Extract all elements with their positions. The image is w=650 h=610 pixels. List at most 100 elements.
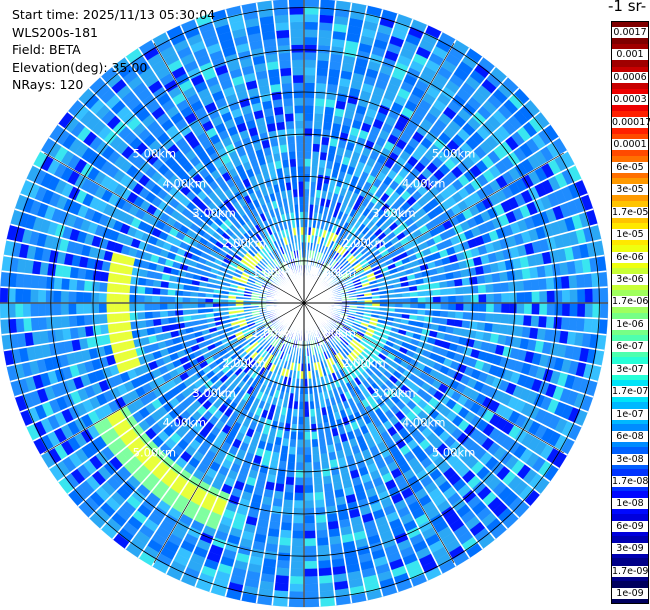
range-gate-cell bbox=[485, 302, 495, 314]
range-gate-cell bbox=[598, 271, 608, 288]
range-gate-cell bbox=[83, 302, 92, 315]
range-gate-cell bbox=[315, 67, 329, 77]
range-gate-cell bbox=[121, 283, 131, 295]
range-gate-cell bbox=[303, 583, 320, 592]
range-gate-cell bbox=[15, 272, 25, 289]
range-gate-cell bbox=[530, 278, 540, 292]
range-gate-cell bbox=[292, 515, 305, 524]
range-gate-cell bbox=[477, 311, 487, 323]
range-gate-cell bbox=[274, 22, 290, 32]
range-gate-cell bbox=[288, 14, 305, 23]
range-ring-label: 3.00km bbox=[192, 386, 235, 400]
range-gate-cell bbox=[106, 282, 116, 294]
range-gate-cell bbox=[291, 67, 305, 76]
range-gate-cell bbox=[0, 302, 9, 320]
range-gate-cell bbox=[284, 120, 296, 130]
range-gate-cell bbox=[313, 113, 325, 122]
range-ring-label: 4.00km bbox=[402, 176, 445, 190]
range-gate-cell bbox=[303, 530, 317, 539]
range-gate-cell bbox=[539, 302, 548, 316]
range-gate-cell bbox=[531, 290, 540, 304]
range-gate-cell bbox=[283, 113, 295, 122]
range-gate-cell bbox=[303, 538, 317, 547]
range-gate-cell bbox=[303, 576, 319, 585]
range-gate-cell bbox=[318, 14, 335, 24]
range-gate-cell bbox=[37, 302, 47, 318]
range-gate-cell bbox=[317, 29, 333, 39]
range-gate-cell bbox=[30, 316, 40, 332]
range-gate-cell bbox=[313, 105, 325, 115]
range-gate-cell bbox=[279, 67, 293, 77]
range-gate-cell bbox=[455, 294, 464, 304]
range-gate-cell bbox=[312, 120, 324, 130]
range-gate-cell bbox=[303, 150, 313, 159]
range-gate-cell bbox=[303, 0, 321, 8]
range-ring-label: 5.00km bbox=[432, 446, 475, 460]
range-gate-cell bbox=[477, 283, 487, 295]
range-gate-cell bbox=[295, 150, 305, 159]
range-gate-cell bbox=[316, 552, 332, 562]
range-gate-cell bbox=[114, 282, 123, 294]
range-gate-cell bbox=[539, 290, 548, 304]
range-gate-cell bbox=[30, 274, 40, 290]
range-gate-cell bbox=[545, 315, 555, 330]
plot-info: Start time: 2025/11/13 05:30:04 WLS200s-… bbox=[12, 6, 215, 94]
range-ring-label: 4.00km bbox=[163, 176, 206, 190]
range-gate-cell bbox=[287, 0, 305, 8]
range-gate-cell bbox=[493, 292, 502, 304]
range-gate-cell bbox=[98, 302, 107, 314]
range-gate-cell bbox=[531, 302, 540, 316]
range-ring-label: 3.00km bbox=[372, 386, 415, 400]
range-gate-cell bbox=[38, 316, 48, 331]
range-gate-cell bbox=[45, 315, 55, 331]
range-gate-cell bbox=[319, 597, 336, 607]
range-gate-cell bbox=[121, 293, 130, 304]
range-gate-cell bbox=[276, 37, 291, 47]
range-ring-label: 5.00km bbox=[133, 446, 176, 460]
range-gate-cell bbox=[280, 522, 293, 531]
range-gate-cell bbox=[561, 302, 571, 318]
range-gate-cell bbox=[68, 290, 77, 304]
range-gate-cell bbox=[283, 484, 295, 493]
range-gate-cell bbox=[114, 312, 123, 324]
range-gate-cell bbox=[448, 294, 457, 304]
range-gate-cell bbox=[276, 552, 292, 562]
range-gate-cell bbox=[68, 302, 77, 316]
range-gate-cell bbox=[289, 29, 305, 38]
range-gate-cell bbox=[316, 44, 332, 54]
range-gate-cell bbox=[68, 314, 78, 328]
range-gate-cell bbox=[295, 447, 305, 456]
range-ring-label: 2.00km bbox=[222, 356, 265, 370]
range-ring-label: 5.00km bbox=[133, 146, 176, 160]
range-ring-label: 1.00km bbox=[252, 266, 295, 280]
range-gate-cell bbox=[288, 583, 305, 592]
range-gate-cell bbox=[315, 529, 329, 539]
range-gate-cell bbox=[289, 568, 305, 577]
range-gate-cell bbox=[277, 544, 292, 554]
range-gate-cell bbox=[554, 302, 563, 317]
range-gate-cell bbox=[275, 29, 291, 39]
range-gate-cell bbox=[37, 288, 47, 304]
range-gate-cell bbox=[280, 82, 294, 92]
range-gate-cell bbox=[303, 120, 314, 129]
range-gate-cell bbox=[91, 302, 100, 315]
range-gate-cell bbox=[553, 275, 563, 291]
range-gate-cell bbox=[53, 302, 62, 317]
range-gate-cell bbox=[136, 302, 145, 312]
range-ring-label: 3.00km bbox=[372, 206, 415, 220]
station-name: WLS200s-181 bbox=[12, 24, 98, 40]
range-gate-cell bbox=[15, 317, 25, 334]
range-gate-cell bbox=[68, 278, 78, 292]
range-gate-cell bbox=[303, 97, 315, 106]
range-gate-cell bbox=[485, 312, 494, 324]
range-gate-cell bbox=[289, 576, 305, 585]
range-gate-cell bbox=[283, 491, 295, 501]
range-gate-cell bbox=[485, 282, 494, 294]
range-gate-cell bbox=[60, 277, 70, 291]
range-gate-cell bbox=[91, 291, 100, 304]
range-gate-cell bbox=[303, 112, 315, 122]
range-gate-cell bbox=[599, 302, 609, 320]
range-gate-cell bbox=[0, 271, 10, 288]
range-gate-cell bbox=[295, 462, 305, 471]
range-gate-cell bbox=[289, 21, 305, 30]
